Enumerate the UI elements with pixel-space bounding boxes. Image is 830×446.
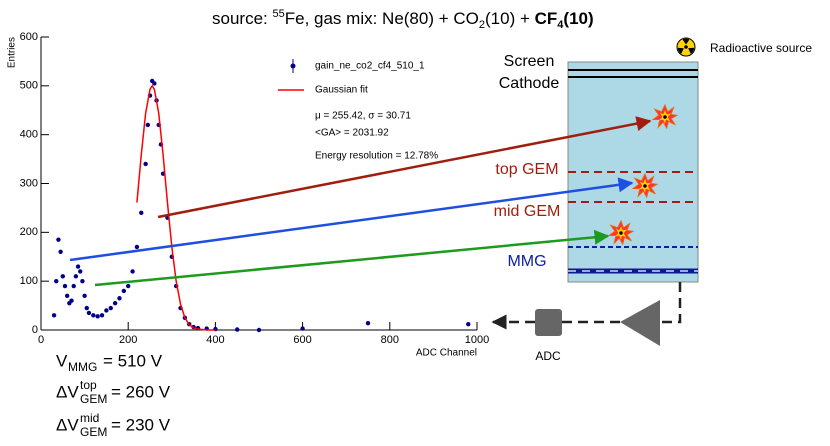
title-part: (10) xyxy=(563,9,593,28)
data-point xyxy=(84,305,89,311)
y-axis-label: Entries xyxy=(7,37,18,68)
data-point xyxy=(108,305,113,311)
title-part: 55 xyxy=(272,8,284,20)
data-point xyxy=(73,274,79,279)
data-point xyxy=(235,327,240,332)
data-point xyxy=(121,288,127,294)
annotation: Energy resolution = 12.78% xyxy=(315,151,438,162)
y-tick-label: 200 xyxy=(20,226,38,238)
voltage: V xyxy=(56,351,68,370)
title: source: 55Fe, gas mix: Ne(80) + CO2(10) … xyxy=(212,8,594,31)
adc-box xyxy=(535,309,562,336)
y-tick-label: 600 xyxy=(20,31,38,43)
data-point xyxy=(152,81,157,86)
legend-label: gain_ne_co2_cf4_510_1 xyxy=(315,61,425,72)
voltage-value: = 510 V xyxy=(103,351,163,370)
voltage-sub: MMG xyxy=(68,360,97,374)
data-point xyxy=(62,283,68,289)
x-tick-label: 400 xyxy=(206,334,224,346)
x-axis-label: ADC Channel xyxy=(416,348,477,359)
x-tick-label: 0 xyxy=(38,334,44,346)
data-point xyxy=(95,314,100,319)
voltage-sub: GEM xyxy=(80,425,107,439)
title-part: CF xyxy=(535,9,558,28)
y-tick-label: 0 xyxy=(32,324,38,336)
data-point xyxy=(69,298,74,303)
data-point xyxy=(256,327,262,333)
data-point xyxy=(99,313,105,318)
arrow xyxy=(157,116,652,219)
y-tick-label: 500 xyxy=(20,80,38,92)
screen-label: Screen xyxy=(504,53,555,70)
voltage: ΔV xyxy=(56,382,79,401)
data-point xyxy=(139,210,144,215)
plot: 0 100 200 300 400 500 600 0 200 400 600 800 1000 Entr… xyxy=(7,31,490,359)
data-point xyxy=(54,278,59,284)
data-point xyxy=(466,321,471,327)
data-point xyxy=(60,274,65,279)
arrow xyxy=(69,177,634,262)
data-point xyxy=(117,296,122,301)
data-point xyxy=(71,283,76,289)
voltage-sup: mid xyxy=(80,411,99,425)
data-point xyxy=(75,264,81,269)
data-point xyxy=(300,326,305,331)
data-point xyxy=(64,293,70,299)
data-point xyxy=(134,244,140,250)
adc-label: ADC xyxy=(535,349,561,363)
data-point xyxy=(78,269,83,274)
arrow xyxy=(94,229,610,287)
source-label: Radioactive source xyxy=(710,41,812,55)
mmg-label: MMG xyxy=(507,253,546,270)
x-tick-label: 1000 xyxy=(465,334,489,346)
title-part: source: xyxy=(212,9,272,28)
x-tick-label: 800 xyxy=(381,334,399,346)
fit-line xyxy=(136,84,216,331)
annotation: μ = 255.42, σ = 30.71 xyxy=(315,111,411,122)
data-point xyxy=(82,293,87,299)
signal-path xyxy=(660,282,682,324)
y-tick-label: 400 xyxy=(20,129,38,141)
data-point xyxy=(143,161,148,167)
data-point xyxy=(80,278,85,284)
voltage-sub: GEM xyxy=(80,392,107,406)
data-point xyxy=(56,237,61,242)
data-point xyxy=(58,249,63,255)
y-tick-label: 300 xyxy=(20,177,38,189)
data-point xyxy=(104,308,109,313)
legend-label: Gaussian fit xyxy=(315,85,368,96)
data-point xyxy=(91,313,96,318)
data-point xyxy=(365,320,371,326)
mid-gem-label: mid GEM xyxy=(494,203,561,220)
voltage: ΔV xyxy=(56,415,79,434)
y-tick-label: 100 xyxy=(20,275,38,287)
data-point xyxy=(51,313,57,318)
voltage-sup: top xyxy=(80,378,97,392)
x-tick-label: 200 xyxy=(119,334,137,346)
title-part: Fe, gas mix: Ne(80) + CO xyxy=(285,9,479,28)
data-point xyxy=(126,283,131,289)
title-part: (10) + xyxy=(485,9,535,28)
voltage-value: = 260 V xyxy=(111,382,171,401)
x-tick-label: 600 xyxy=(293,334,311,346)
title-part: 4 xyxy=(557,19,564,31)
cathode-label: Cathode xyxy=(499,75,560,92)
data-point xyxy=(86,310,92,316)
legend-marker xyxy=(290,63,296,69)
data-point xyxy=(112,300,118,306)
annotation: <GA> = 2031.92 xyxy=(315,128,389,139)
voltage-value: = 230 V xyxy=(111,415,171,434)
radiation-icon xyxy=(676,37,696,57)
title-part: 2 xyxy=(479,19,485,31)
data-point xyxy=(130,269,135,274)
top-gem-label: top GEM xyxy=(495,161,558,178)
amplifier xyxy=(620,300,660,346)
data-point xyxy=(145,122,151,128)
